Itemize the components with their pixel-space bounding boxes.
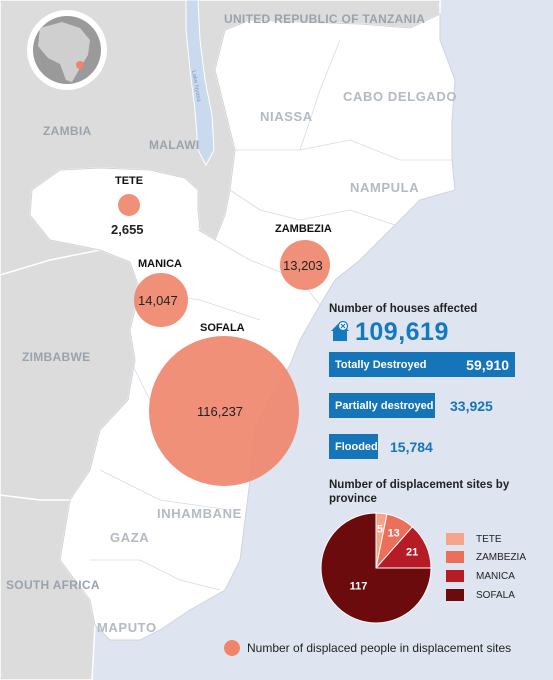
- bubble-sofala: [149, 336, 299, 486]
- bubble-manica: [134, 273, 188, 327]
- country-label-tanzania: UNITED REPUBLIC OF TANZANIA: [224, 12, 426, 26]
- province-label-maputo: MAPUTO: [97, 620, 157, 635]
- border-line: [0, 249, 101, 501]
- bar-flooded: Flooded: [329, 434, 378, 459]
- province-label-gaza: GAZA: [110, 530, 150, 545]
- bubble-name-manica: MANICA: [138, 258, 182, 270]
- houses-title: Number of houses affected: [329, 303, 478, 315]
- legend-swatch-sofala: [446, 589, 464, 601]
- bubble-value-sofala: 116,237: [197, 404, 244, 419]
- province-label-inhambane: INHAMBANE: [157, 506, 242, 521]
- inset-highlight: [76, 61, 84, 69]
- bubble-zambezia: [280, 240, 330, 290]
- bar-label-totally-destroyed: Totally Destroyed: [335, 358, 427, 371]
- bar-value-flooded: 15,784: [390, 439, 433, 455]
- country-label-zambia: ZAMBIA: [43, 124, 92, 138]
- bar-totally-destroyed: Totally Destroyed 59,910: [329, 352, 515, 377]
- province-label-nampula: NAMPULA: [350, 180, 420, 195]
- lake-nyasa: [185, 0, 215, 167]
- bubble-value-tete: 2,655: [111, 222, 144, 237]
- bubble-name-zambezia: ZAMBEZIA: [275, 223, 332, 235]
- legend-swatch-manica: [446, 570, 464, 582]
- legend-label-manica: MANICA: [476, 571, 515, 582]
- province-label-niassa: NIASSA: [260, 109, 313, 124]
- legend-label-sofala: SOFALA: [476, 590, 515, 601]
- bar-label-partially-destroyed: Partially destroyed: [335, 399, 434, 412]
- sites-title: Number of displacement sites by province: [329, 479, 510, 505]
- bubble-value-zambezia: 13,203: [283, 258, 323, 273]
- houses-total: 109,619: [355, 318, 449, 346]
- legend-swatch-zambezia: [446, 551, 464, 563]
- bar-value-partially-destroyed: 33,925: [450, 398, 493, 414]
- pie-label-manica: 21: [406, 547, 418, 559]
- legend-label-tete: TETE: [476, 534, 502, 545]
- country-label-zimbabwe: ZIMBABWE: [22, 350, 91, 364]
- bar-partially-destroyed: Partially destroyed: [329, 393, 435, 418]
- bubble-name-tete: TETE: [115, 175, 144, 187]
- country-label-south-africa: SOUTH AFRICA: [6, 578, 100, 592]
- bubble-value-manica: 14,047: [138, 293, 178, 308]
- pie-chart: 5 13 21 117: [320, 512, 432, 624]
- province-label-cabo-delgado: CABO DELGADO: [343, 89, 458, 104]
- bubble-name-sofala: SOFALA: [200, 322, 245, 334]
- legend-swatch: [224, 640, 240, 656]
- mozambique-land: [29, 13, 456, 641]
- legend-swatch-tete: [446, 533, 464, 545]
- legend-label-zambezia: ZAMBEZIA: [476, 552, 527, 563]
- bar-label-flooded: Flooded: [335, 440, 378, 453]
- pie-label-sofala: 117: [350, 581, 368, 593]
- country-label-malawi: MALAWI: [149, 138, 200, 152]
- pie-slice-sofala: [320, 512, 432, 624]
- house-icon: [331, 320, 349, 341]
- legend-label-displaced: Number of displaced people in displaceme…: [247, 641, 512, 655]
- bar-value-totally-destroyed: 59,910: [466, 356, 509, 373]
- pie-label-zambezia: 13: [388, 528, 400, 540]
- pie-label-tete: 5: [377, 524, 383, 536]
- bubble-tete: [118, 194, 140, 216]
